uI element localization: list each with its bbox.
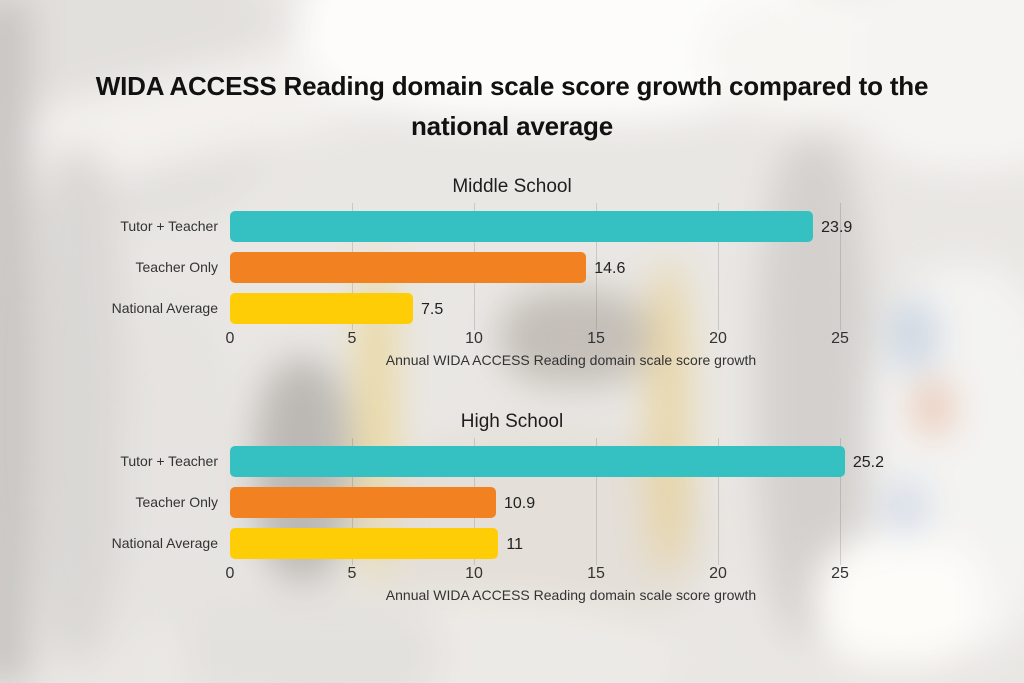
category-label: Tutor + Teacher — [120, 218, 218, 234]
x-axis-label: Annual WIDA ACCESS Reading domain scale … — [385, 587, 757, 603]
page-title-line1: WIDA ACCESS Reading domain scale score g… — [95, 71, 929, 101]
bg-blob — [890, 300, 936, 372]
bg-blob — [0, 0, 30, 683]
x-tick-label: 0 — [225, 565, 235, 582]
x-tick-label: 5 — [347, 565, 357, 582]
bar-national-average — [230, 528, 499, 559]
bg-blob — [915, 382, 951, 434]
bar-value-label: 14.6 — [594, 260, 626, 277]
x-tick-label: 15 — [587, 330, 605, 347]
x-tick-label: 10 — [465, 330, 483, 347]
bar-teacher-only — [230, 487, 496, 518]
x-tick-label: 20 — [709, 565, 727, 582]
gridline — [718, 438, 719, 565]
middle-school-chart: Middle School Annual WIDA ACCESS Reading… — [0, 176, 1024, 376]
category-label: Tutor + Teacher — [120, 453, 218, 469]
bg-blob — [884, 480, 926, 542]
x-tick-label: 0 — [225, 330, 235, 347]
bar-value-label: 10.9 — [503, 495, 536, 512]
bar-value-label: 23.9 — [821, 219, 853, 236]
page-title: WIDA ACCESS Reading domain scale score g… — [62, 66, 962, 146]
bg-blob — [500, 290, 650, 385]
page-title-line2: national average — [411, 111, 613, 141]
x-tick-label: 25 — [831, 330, 849, 347]
gridline — [596, 203, 597, 330]
x-tick-label: 25 — [831, 565, 849, 582]
bg-blob — [647, 265, 689, 570]
bar-value-label: 7.5 — [421, 301, 444, 318]
gridline — [596, 438, 597, 565]
bg-blob — [815, 535, 985, 665]
gridline — [840, 203, 841, 330]
bar-national-average — [230, 293, 413, 324]
chart-title: Middle School — [452, 176, 572, 197]
bar-tutor-teacher — [230, 211, 814, 242]
bg-blob — [180, 590, 440, 683]
bar-value-label: 11 — [506, 536, 523, 553]
category-label: National Average — [111, 535, 218, 551]
x-tick-label: 15 — [587, 565, 605, 582]
bg-blob — [850, 0, 1024, 170]
high-school-chart: High School Annual WIDA ACCESS Reading d… — [0, 411, 1024, 611]
gridline — [718, 203, 719, 330]
category-label: Teacher Only — [135, 259, 218, 275]
x-tick-label: 20 — [709, 330, 727, 347]
bar-tutor-teacher — [230, 446, 845, 477]
x-axis-label: Annual WIDA ACCESS Reading domain scale … — [385, 352, 757, 368]
bg-blob — [30, 150, 125, 660]
x-tick-label: 10 — [465, 565, 483, 582]
gridline — [840, 438, 841, 565]
bar-teacher-only — [230, 252, 587, 283]
category-label: Teacher Only — [135, 494, 218, 510]
category-label: National Average — [111, 300, 218, 316]
bar-value-label: 25.2 — [852, 454, 885, 471]
x-tick-label: 5 — [347, 330, 357, 347]
chart-title: High School — [460, 411, 564, 432]
